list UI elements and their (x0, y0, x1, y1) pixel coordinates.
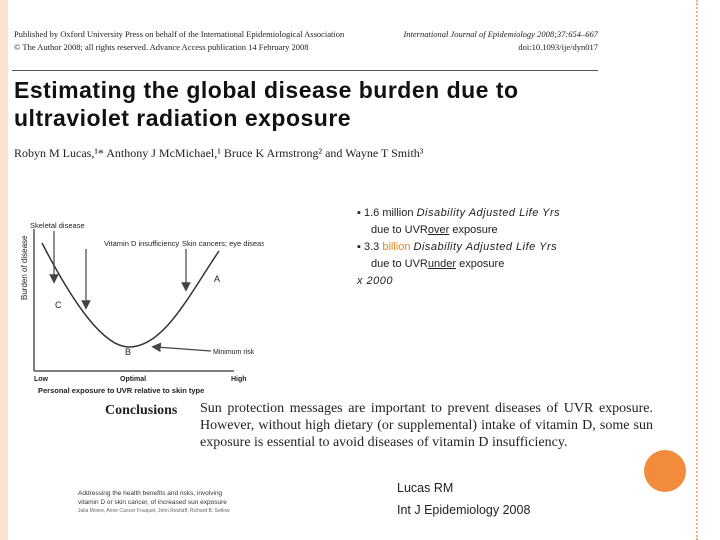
minimum-risk-arrow (151, 342, 212, 353)
burden-curve (41, 242, 220, 348)
header-rule (12, 70, 598, 71)
x-axis-label: Personal exposure to UVR relative to ski… (38, 386, 204, 395)
finding-1-keyword: over (427, 224, 450, 236)
thumbnail-title-line-2: vitamin D or skin cancer, of increased s… (78, 499, 227, 506)
right-dotted-border (696, 0, 720, 540)
paper-title: Estimating the global disease burden due… (14, 76, 519, 132)
reference-author: Lucas RM (397, 481, 454, 495)
label-skeletal-disease: Skeletal disease (30, 221, 85, 230)
finding-1-cause-prefix: due to UVR (371, 224, 428, 236)
finding-1-line-1: ▪ 1.6 million Disability Adjusted Life Y… (357, 207, 561, 219)
point-a-label: A (214, 274, 220, 284)
label-skin-cancers: Skin cancers; eye disease (182, 239, 264, 248)
finding-2-billion: billion (382, 241, 411, 253)
label-minimum-risk: Minimum risk (213, 349, 255, 356)
finding-1-line-2: due to UVRover exposure (357, 222, 657, 239)
journal-header-right: International Journal of Epidemiology 20… (400, 28, 598, 54)
disease-burden-figure: Burden of disease Skeletal disease Vitam… (20, 221, 264, 395)
reference-journal: Int J Epidemiology 2008 (397, 503, 531, 517)
thumbnail-authors: Julia Moore, Anne Cancer Fouquet, John R… (78, 508, 230, 514)
point-c-label: C (55, 300, 62, 310)
finding-2-measure: Disability Adjusted Life Yrs (413, 241, 558, 253)
finding-1-measure: Disability Adjusted Life Yrs (416, 207, 561, 219)
x-low-label: Low (34, 376, 49, 383)
multiplier-note: x 2000 (357, 275, 394, 287)
journal-header-left: Published by Oxford University Press on … (14, 28, 344, 54)
left-accent-stripe (0, 0, 8, 540)
finding-2-amount-number: 3.3 (363, 241, 380, 253)
label-vitamin-d: Vitamin D insufficiency (104, 239, 179, 248)
y-axis-label: Burden of disease (20, 235, 29, 300)
doi-line: doi:10.1093/ije/dyn017 (518, 42, 598, 52)
author-list: Robyn M Lucas,¹* Anthony J McMichael,¹ B… (14, 146, 424, 160)
finding-1-cause-suffix: exposure (452, 224, 498, 236)
orange-circle-decoration (644, 450, 686, 492)
finding-2-line-1: ▪ 3.3 billion Disability Adjusted Life Y… (357, 241, 558, 253)
finding-2-cause-suffix: exposure (459, 258, 505, 270)
finding-2-line-2: due to UVRunder exposure (357, 256, 657, 273)
finding-1-amount: 1.6 million (363, 207, 414, 219)
x-high-label: High (231, 376, 247, 383)
title-line-1: Estimating the global disease burden due… (14, 77, 519, 103)
slide-reference: Lucas RM Int J Epidemiology 2008 (397, 477, 530, 521)
thumbnail-title-line-1: Addressing the health benefits and risks… (78, 490, 223, 497)
finding-2-cause-prefix: due to UVR (371, 258, 428, 270)
finding-2-keyword: under (427, 258, 457, 270)
x-optimal-label: Optimal (120, 376, 146, 383)
conclusions-text: Sun protection messages are important to… (200, 401, 653, 450)
journal-citation: International Journal of Epidemiology 20… (403, 29, 598, 39)
publisher-line: Published by Oxford University Press on … (14, 29, 345, 39)
key-findings: ▪ 1.6 million Disability Adjusted Life Y… (357, 205, 657, 290)
related-article-thumbnail: Addressing the health benefits and risks… (78, 489, 230, 516)
title-line-2: ultraviolet radiation exposure (14, 105, 352, 131)
conclusions-block: Conclusions Sun protection messages are … (105, 400, 653, 451)
conclusions-heading: Conclusions (105, 403, 178, 418)
copyright-line: © The Author 2008; all rights reserved. … (14, 42, 309, 52)
point-b-label: B (125, 347, 131, 357)
